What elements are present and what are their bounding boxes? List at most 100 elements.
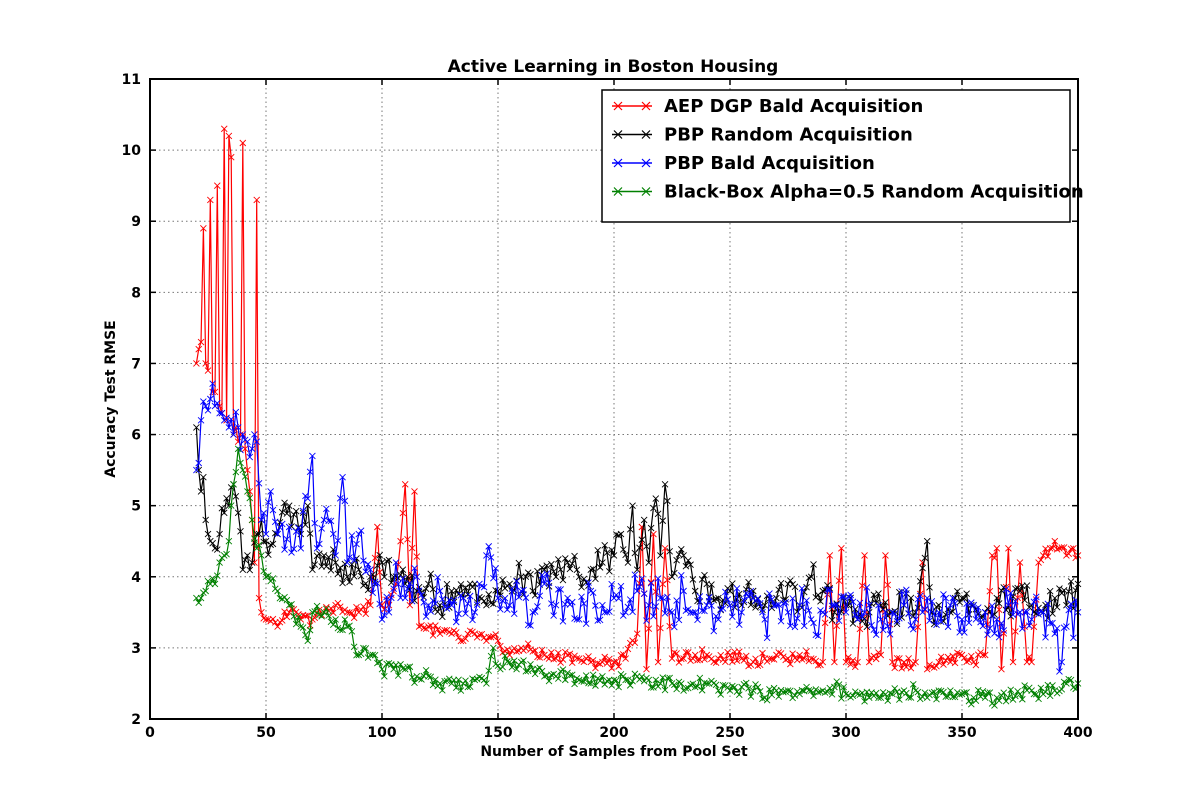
data-point bbox=[664, 593, 671, 601]
data-point bbox=[346, 578, 353, 586]
data-point bbox=[1019, 625, 1026, 632]
data-point bbox=[566, 650, 574, 658]
data-point bbox=[253, 438, 261, 445]
data-point bbox=[845, 653, 852, 661]
data-point bbox=[295, 613, 302, 621]
data-point bbox=[255, 594, 263, 602]
data-point bbox=[773, 594, 780, 602]
data-point bbox=[580, 678, 588, 685]
data-point bbox=[738, 609, 745, 616]
data-point bbox=[1023, 608, 1031, 616]
data-point bbox=[483, 601, 490, 609]
data-point bbox=[510, 657, 518, 665]
data-point bbox=[559, 576, 567, 584]
data-point bbox=[1053, 545, 1061, 553]
data-point bbox=[362, 580, 370, 587]
data-point bbox=[613, 591, 620, 599]
data-point bbox=[323, 505, 330, 513]
data-point bbox=[726, 651, 734, 659]
data-point bbox=[357, 650, 365, 658]
data-point bbox=[947, 609, 954, 616]
data-point bbox=[624, 645, 632, 653]
data-point bbox=[610, 676, 618, 684]
data-point bbox=[397, 537, 404, 545]
data-point bbox=[1028, 687, 1035, 694]
data-point bbox=[585, 579, 592, 586]
data-point bbox=[1019, 695, 1026, 703]
data-point bbox=[930, 688, 938, 696]
data-point bbox=[626, 596, 634, 603]
data-point bbox=[1053, 603, 1061, 611]
data-point bbox=[534, 603, 541, 610]
data-point bbox=[814, 689, 822, 696]
data-point bbox=[548, 560, 555, 568]
data-point bbox=[432, 622, 439, 629]
y-tick-label: 2 bbox=[131, 712, 141, 728]
data-point bbox=[227, 502, 235, 509]
data-point bbox=[599, 559, 606, 566]
data-point bbox=[617, 651, 625, 659]
data-point bbox=[824, 586, 831, 593]
data-point bbox=[821, 619, 829, 627]
data-point bbox=[401, 481, 409, 488]
data-point bbox=[810, 692, 817, 700]
data-point bbox=[364, 560, 372, 568]
data-point bbox=[671, 681, 678, 689]
data-point bbox=[643, 617, 650, 624]
data-point bbox=[251, 431, 258, 438]
legend-entry: PBP Bald Acquisition bbox=[612, 153, 875, 174]
data-point bbox=[503, 606, 511, 613]
data-point bbox=[501, 594, 509, 602]
data-point bbox=[831, 601, 838, 609]
data-point bbox=[578, 677, 585, 685]
data-point bbox=[211, 580, 219, 588]
data-point bbox=[740, 596, 748, 604]
data-point bbox=[984, 631, 991, 638]
data-point bbox=[197, 488, 205, 495]
data-point bbox=[645, 676, 653, 684]
data-point bbox=[397, 571, 404, 579]
data-point bbox=[749, 687, 757, 694]
data-point bbox=[622, 551, 629, 559]
data-point bbox=[568, 598, 576, 606]
data-point bbox=[882, 608, 889, 616]
data-point bbox=[652, 495, 660, 502]
data-point bbox=[754, 683, 762, 691]
data-point bbox=[550, 655, 557, 663]
data-point bbox=[248, 559, 256, 566]
data-point bbox=[494, 662, 502, 669]
data-point bbox=[575, 616, 583, 623]
data-point bbox=[557, 586, 564, 593]
data-point bbox=[993, 594, 1001, 602]
data-point bbox=[935, 609, 943, 616]
data-point bbox=[928, 598, 936, 605]
data-point bbox=[1030, 598, 1038, 606]
legend-box bbox=[601, 89, 1071, 223]
data-point bbox=[849, 598, 857, 606]
data-point bbox=[784, 687, 792, 694]
data-point bbox=[1046, 545, 1054, 552]
data-point bbox=[861, 697, 868, 705]
data-point bbox=[886, 630, 894, 638]
data-point bbox=[833, 622, 841, 630]
data-point bbox=[805, 607, 813, 614]
data-point bbox=[316, 550, 323, 557]
data-point bbox=[239, 139, 247, 147]
data-point bbox=[355, 530, 363, 538]
data-point bbox=[1012, 628, 1019, 635]
data-point bbox=[524, 640, 532, 648]
data-point bbox=[411, 488, 418, 495]
data-point bbox=[387, 579, 395, 586]
data-point bbox=[879, 626, 887, 634]
data-point bbox=[671, 569, 678, 577]
data-point bbox=[436, 680, 444, 687]
data-point bbox=[213, 546, 221, 553]
data-point bbox=[1049, 544, 1056, 552]
data-point bbox=[524, 621, 532, 629]
data-point bbox=[1014, 584, 1021, 592]
legend-marker bbox=[613, 187, 623, 196]
data-point bbox=[1067, 600, 1075, 608]
legend-marker bbox=[613, 130, 623, 139]
data-point bbox=[763, 634, 771, 642]
data-point bbox=[200, 398, 207, 405]
